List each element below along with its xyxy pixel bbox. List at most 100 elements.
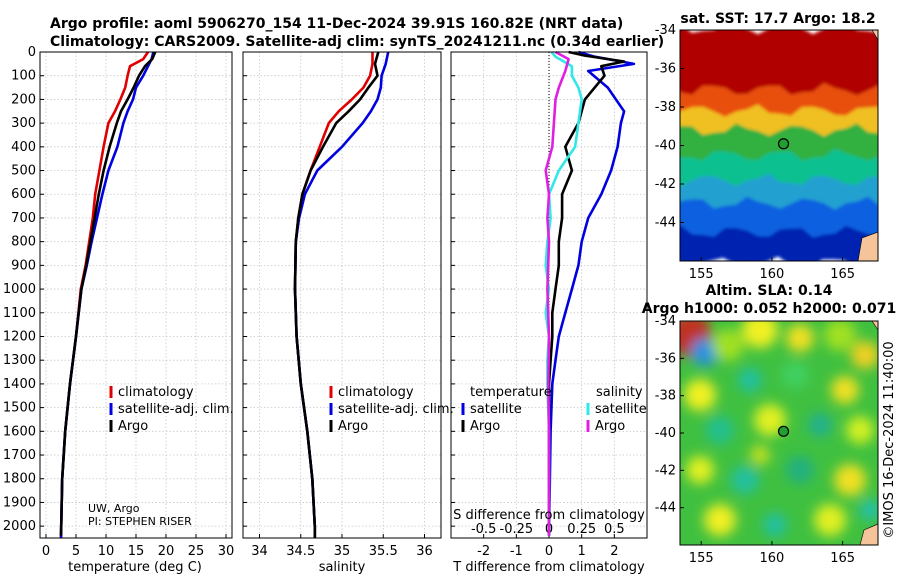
sla-feature [686,456,714,484]
sla-feature [738,368,762,392]
s-tick-label: -0.5 [471,522,496,537]
sst-band [680,104,878,141]
sst-bands [680,30,878,261]
sst-map-image [680,30,878,261]
map-y-tick-label: -38 [655,389,676,404]
sla-map-image [680,321,878,545]
x-tick-label: 34.5 [286,544,315,559]
depth-tick-label: 2000 [3,519,36,534]
depth-tick-label: 200 [11,92,36,107]
sla-feature [831,376,859,404]
panel-frame [39,51,233,539]
depth-tick-label: 800 [11,235,36,250]
legend-label-s-argo: Argo [595,419,625,434]
depth-tick-label: 1500 [3,401,36,416]
sla-feature [781,361,809,389]
temperature-legend: climatology satellite-adj. clim. Argo [109,385,234,434]
sla-feature [851,341,878,369]
sla-feature [731,466,759,494]
series-line-s-argo [544,50,570,536]
legend-label-climatology: climatology [338,385,414,400]
depth-tick-label: 400 [11,140,36,155]
map-y-tick-label: -44 [655,501,676,516]
depth-tick-label: 700 [11,211,36,226]
coastline [871,321,878,331]
sla-feature [750,445,770,465]
panel-frame [242,51,442,539]
sla-blobs [680,321,878,537]
sst-map-title: sat. SST: 17.7 Argo: 18.2 [680,11,875,27]
series-line-argo [293,51,380,538]
map-y-tick-label: -40 [655,426,676,441]
depth-tick-label: 1300 [3,353,36,368]
sst-band [680,225,878,261]
coastline [857,231,878,261]
depth-tick-label: 1900 [3,495,36,510]
series-line-t-argo [547,50,626,536]
map-x-tick-label: 160 [760,551,785,566]
sst-band [680,83,878,121]
x-tick-label: 0 [545,544,553,559]
sla-feature [754,404,786,436]
depth-tick-label: 1000 [3,282,36,297]
depth-tick-label: 1100 [3,306,36,321]
salinity-legend: climatology satellite-adj. clim. Argo [329,385,454,434]
sla-feature [706,416,734,444]
legend-label-t-satellite: satellite [470,402,522,417]
depth-tick-label: 600 [11,187,36,202]
argo-location-marker [777,425,790,437]
x-tick-label: 35 [334,544,351,559]
map-y-tick-label: -38 [655,100,676,115]
map-y-tick-label: -36 [655,351,676,366]
sla-map-axes: 155 160 165 -34 -36 -38 -40 -42 -44 [655,314,855,566]
sla-feature [860,500,878,520]
map-y-tick-label: -34 [655,314,676,329]
sla-feature [684,379,716,411]
sla-feature [786,324,814,352]
sla-feature [846,416,874,444]
x-tick-label: 30 [218,544,235,559]
series-line-t-satellite [547,50,636,536]
legend-label-satellite: satellite-adj. clim. [338,402,454,417]
temperature-xlabel: temperature (deg C) [68,560,202,575]
map-x-tick-label: 165 [830,551,855,566]
map-x-tick-label: 155 [689,267,714,282]
map-y-tick-label: -42 [655,463,676,478]
depth-tick-label: 500 [11,164,36,179]
sla-feature [742,321,778,348]
map-x-tick-label: 155 [689,551,714,566]
sla-map-title2: Argo h1000: 0.052 h2000: 0.071 [642,301,897,317]
coastline [871,30,878,41]
map-y-tick-label: -42 [655,177,676,192]
depth-tick-label: 1800 [3,472,36,487]
temperature-panel: 0 5 10 15 20 25 30 [39,51,235,559]
x-tick-label: 15 [128,544,145,559]
series-line-argo [59,51,157,536]
sla-feature [786,456,814,484]
depth-tick-label: 900 [11,258,36,273]
depth-tick-label: 1200 [3,329,36,344]
map-y-tick-label: -36 [655,62,676,77]
sla-feature [763,513,787,537]
legend-label-argo: Argo [338,419,368,434]
x-tick-label: 2 [610,544,618,559]
legend-title-temperature: temperature [470,385,552,400]
argo-location-marker [777,138,790,150]
credit-line2: PI: STEPHEN RISER [88,515,192,528]
sla-feature [704,504,736,536]
x-tick-label: 10 [98,544,115,559]
coastline [859,523,878,545]
x-tick-label: 35.5 [369,544,398,559]
x-tick-label: 34 [251,544,268,559]
sla-feature [814,504,846,536]
s-tick-label: -0.25 [500,522,534,537]
salinity-xlabel: salinity [319,560,366,575]
legend-label-s-satellite: satellite [595,402,647,417]
legend-label-t-argo: Argo [470,419,500,434]
x-tick-label: 36 [416,544,433,559]
legend-label-satellite: satellite-adj. clim. [118,402,234,417]
figure-title-line2: Climatology: CARS2009. Satellite-adj cli… [50,34,664,50]
depth-tick-label: 300 [11,116,36,131]
legend-title-salinity: salinity [596,385,643,400]
